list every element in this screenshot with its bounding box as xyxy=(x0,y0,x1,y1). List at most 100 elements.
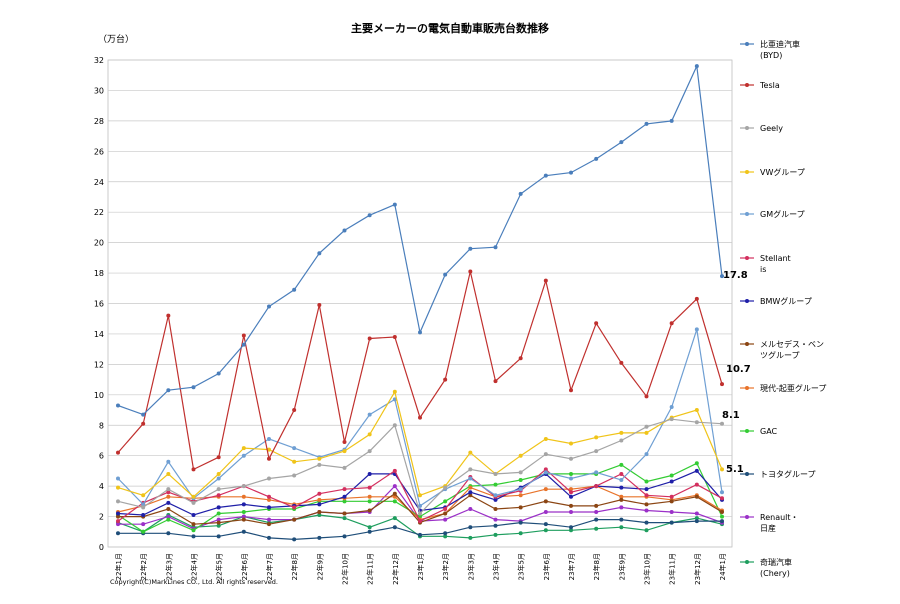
data-point xyxy=(468,246,473,251)
data-point xyxy=(594,526,599,531)
data-point xyxy=(116,519,120,524)
data-point xyxy=(720,519,724,524)
x-tick-label: 22年4月 xyxy=(190,553,199,580)
data-point xyxy=(116,403,120,408)
y-tick-label: 8 xyxy=(99,421,104,430)
data-point xyxy=(694,64,699,69)
legend-label: メルセデス・ベンツグループ xyxy=(760,339,824,360)
data-point xyxy=(669,509,674,514)
x-tick-label: 23年7月 xyxy=(567,553,576,580)
legend-label: BMWグループ xyxy=(760,296,812,306)
data-point xyxy=(720,490,724,495)
data-point xyxy=(367,412,372,417)
data-point xyxy=(543,522,548,527)
y-tick-label: 26 xyxy=(94,147,104,156)
y-tick-label: 12 xyxy=(94,360,104,369)
series-layer xyxy=(116,63,724,542)
data-point xyxy=(241,333,246,338)
data-point xyxy=(392,423,397,428)
copyright-text: Copyright(C)MarkLines CO., Ltd. All righ… xyxy=(110,578,278,586)
end-value-label: 17.8 xyxy=(723,270,748,281)
data-point xyxy=(392,202,397,207)
data-point xyxy=(543,436,548,441)
data-point xyxy=(292,505,297,510)
data-point xyxy=(669,479,674,484)
data-point xyxy=(644,520,649,525)
data-point xyxy=(468,493,473,498)
data-point xyxy=(644,502,649,507)
data-point xyxy=(443,377,448,382)
data-point xyxy=(518,487,523,492)
data-point xyxy=(569,528,573,533)
data-point xyxy=(468,525,473,530)
data-point xyxy=(669,404,674,409)
data-point xyxy=(518,520,523,525)
data-point xyxy=(418,511,422,516)
data-point xyxy=(367,508,372,513)
data-point xyxy=(418,532,422,537)
data-point xyxy=(317,535,322,540)
data-point xyxy=(342,534,347,539)
data-point xyxy=(669,494,674,499)
data-point xyxy=(141,493,146,498)
x-tick-label: 22年5月 xyxy=(215,553,224,580)
data-point xyxy=(292,408,297,413)
data-point xyxy=(267,505,271,510)
data-point xyxy=(166,517,171,522)
data-point xyxy=(267,304,271,309)
data-point xyxy=(594,484,599,489)
data-point xyxy=(216,523,221,528)
data-point xyxy=(443,272,448,277)
data-point xyxy=(619,517,624,522)
x-tick-label: 23年2月 xyxy=(441,553,450,580)
x-tick-label: 24年1月 xyxy=(718,553,727,580)
data-point xyxy=(267,456,271,461)
data-point xyxy=(367,529,372,534)
data-point xyxy=(317,513,322,518)
y-tick-label: 2 xyxy=(99,513,104,522)
data-point xyxy=(543,528,548,533)
data-point xyxy=(669,118,674,123)
data-point xyxy=(694,519,699,524)
data-point xyxy=(216,511,221,516)
x-tick-label: 23年11月 xyxy=(668,553,677,585)
data-point xyxy=(317,303,322,308)
legend-marker xyxy=(745,212,749,216)
data-point xyxy=(392,389,397,394)
data-point xyxy=(720,514,724,519)
data-point xyxy=(619,471,624,476)
data-point xyxy=(116,499,120,504)
data-point xyxy=(543,452,548,457)
data-point xyxy=(644,430,649,435)
data-point xyxy=(644,528,649,533)
data-point xyxy=(518,478,523,483)
data-point xyxy=(292,287,297,292)
data-point xyxy=(241,529,246,534)
data-point xyxy=(216,493,221,498)
data-point xyxy=(468,490,473,495)
data-point xyxy=(216,371,221,376)
data-point xyxy=(669,473,674,478)
data-point xyxy=(468,506,473,511)
data-point xyxy=(392,491,397,496)
data-point xyxy=(166,531,171,536)
data-point xyxy=(241,484,246,489)
y-tick-label: 18 xyxy=(94,269,104,278)
data-point xyxy=(644,508,649,513)
data-point xyxy=(644,121,649,126)
data-point xyxy=(392,525,397,530)
data-point xyxy=(443,499,448,504)
data-point xyxy=(191,500,196,505)
data-point xyxy=(116,450,120,455)
data-point xyxy=(267,494,271,499)
data-point xyxy=(619,497,624,502)
series-line xyxy=(117,63,723,416)
data-point xyxy=(694,420,699,425)
y-tick-label: 30 xyxy=(94,86,104,95)
x-tick-label: 23年8月 xyxy=(592,553,601,580)
data-point xyxy=(644,487,649,492)
data-point xyxy=(267,497,271,502)
data-point xyxy=(619,462,624,467)
data-point xyxy=(367,499,372,504)
data-point xyxy=(342,516,347,521)
